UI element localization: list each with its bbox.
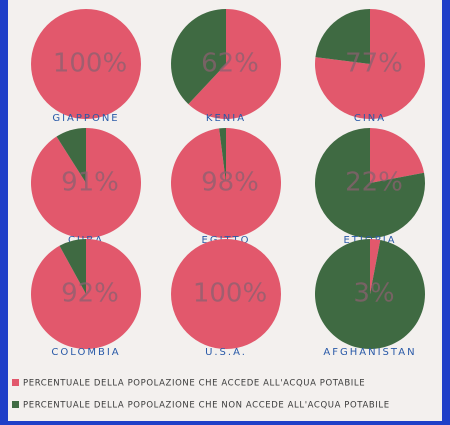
- category-label: KENIA: [206, 113, 246, 124]
- category-label: COLOMBIA: [51, 347, 120, 358]
- chart: 100%GIAPPONE62%KENIA77%CINA91%CUBA98%EGI…: [12, 8, 425, 411]
- category-label: U.S.A.: [205, 347, 247, 358]
- value-label: 92%: [61, 279, 119, 309]
- pie-slice: [56, 128, 86, 183]
- pie-slice: [219, 128, 226, 183]
- pie-slice: [315, 9, 370, 64]
- value-label: 100%: [193, 279, 267, 309]
- value-label: 91%: [61, 168, 119, 198]
- pie-slice: [31, 9, 141, 119]
- pie-slice: [31, 239, 142, 349]
- value-label: 3%: [353, 279, 394, 309]
- pie-slice: [171, 239, 281, 349]
- pie-slice: [59, 239, 86, 294]
- legend-label: PERCENTUALE DELLA POPOLAZIONE CHE NON AC…: [23, 401, 390, 411]
- category-label: CINA: [354, 113, 386, 124]
- legend-swatch: [12, 401, 19, 408]
- pie-slice: [314, 239, 425, 349]
- value-label: 100%: [53, 49, 127, 79]
- value-label: 62%: [201, 49, 259, 79]
- legend-swatch: [12, 379, 19, 386]
- paper: 100%GIAPPONE62%KENIA77%CINA91%CUBA98%EGI…: [8, 0, 442, 421]
- pie-slice: [170, 128, 281, 238]
- pie-slice: [188, 9, 281, 120]
- category-label: GIAPPONE: [52, 113, 119, 124]
- pie-slice: [30, 128, 142, 238]
- pie-slice: [370, 128, 425, 183]
- value-label: 22%: [345, 168, 403, 198]
- pie-slice: [370, 239, 381, 294]
- legend-label: PERCENTUALE DELLA POPOLAZIONE CHE ACCEDE…: [23, 379, 365, 389]
- category-label: AFGHANISTAN: [323, 347, 416, 358]
- pie-slice: [315, 128, 425, 238]
- value-label: 77%: [345, 49, 403, 79]
- pie-slice: [171, 8, 226, 105]
- value-label: 98%: [201, 168, 259, 198]
